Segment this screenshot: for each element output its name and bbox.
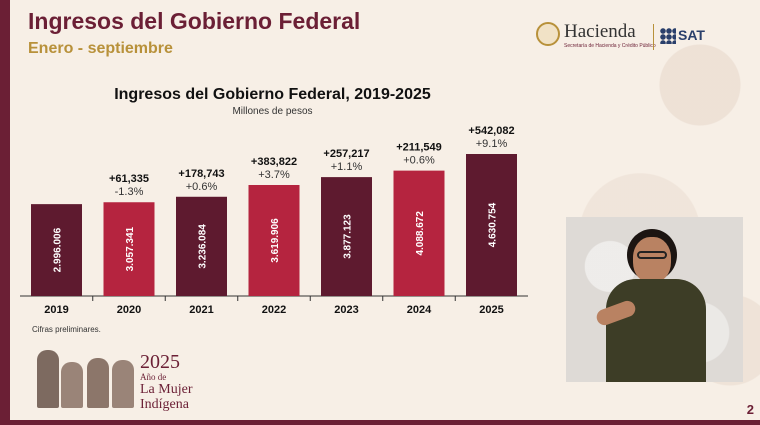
interpreter-glasses-icon bbox=[637, 251, 667, 259]
bar-value-label: 3.877.123 bbox=[343, 214, 354, 259]
interpreter-head bbox=[633, 237, 671, 283]
illustration-figure bbox=[37, 350, 59, 408]
left-accent-strip bbox=[0, 0, 10, 425]
change-absolute-label: +61,335 bbox=[109, 173, 149, 185]
change-percent-label: +0.6% bbox=[186, 181, 218, 193]
bar-value-label: 3.057.341 bbox=[125, 226, 136, 271]
change-percent-label: -1.3% bbox=[115, 186, 144, 198]
chart-subtitle: Millones de pesos bbox=[232, 106, 313, 117]
illustration-figure bbox=[87, 358, 109, 408]
logo-area: Hacienda Secretaría de Hacienda y Crédit… bbox=[536, 20, 751, 54]
change-absolute-label: +257,217 bbox=[323, 148, 369, 160]
year-badge: 2025 Año de La Mujer Indígena bbox=[140, 352, 192, 412]
year-badge-year: 2025 bbox=[140, 351, 180, 373]
bar-2021 bbox=[176, 196, 227, 296]
change-absolute-label: +383,822 bbox=[251, 156, 297, 168]
hacienda-logo-subtext: Secretaría de Hacienda y Crédito Público bbox=[564, 43, 656, 49]
change-absolute-label: +178,743 bbox=[178, 168, 224, 180]
hacienda-logo-text: Hacienda bbox=[564, 21, 636, 42]
x-tick-label: 2019 bbox=[44, 304, 68, 316]
year-badge-line2: La Mujer bbox=[140, 382, 193, 397]
bar-value-label: 2.996.006 bbox=[53, 227, 64, 272]
footnote: Cifras preliminares. bbox=[32, 325, 101, 334]
bar-chart: 2.996.006 2019 3.057.341 +61,335-1.3% 2020 3.… bbox=[20, 125, 528, 316]
bar-value-label: 4.630.754 bbox=[488, 202, 499, 247]
bar-2020 bbox=[103, 202, 155, 296]
x-tick-label: 2020 bbox=[117, 304, 141, 316]
bar-2025 bbox=[466, 154, 517, 296]
year-badge-line1: Año de bbox=[140, 372, 167, 382]
page-subtitle: Enero - septiembre bbox=[28, 40, 173, 57]
logo-divider bbox=[653, 24, 654, 50]
year-badge-line3: Indígena bbox=[140, 397, 189, 412]
x-tick-label: 2022 bbox=[262, 304, 286, 316]
bar-2024 bbox=[393, 170, 445, 296]
x-tick-label: 2024 bbox=[407, 304, 432, 316]
bar-2023 bbox=[321, 177, 372, 296]
bottom-accent-strip bbox=[0, 420, 760, 425]
x-tick-label: 2023 bbox=[334, 304, 358, 316]
change-percent-label: +0.6% bbox=[403, 155, 435, 167]
indigenous-women-illustration bbox=[37, 348, 137, 408]
sat-logo-text: SAT bbox=[678, 27, 705, 43]
change-percent-label: +1.1% bbox=[331, 161, 363, 173]
interpreter-body bbox=[606, 279, 706, 382]
x-tick-label: 2021 bbox=[189, 304, 213, 316]
bar-value-label: 3.619.906 bbox=[270, 218, 281, 263]
page-title: Ingresos del Gobierno Federal bbox=[28, 8, 361, 34]
change-percent-label: +9.1% bbox=[476, 138, 508, 150]
chart-title: Ingresos del Gobierno Federal, 2019-2025 bbox=[114, 86, 431, 103]
bar-value-label: 3.236.084 bbox=[198, 224, 209, 269]
sat-logo-icon bbox=[660, 28, 676, 44]
change-absolute-label: +542,082 bbox=[468, 125, 514, 137]
x-tick-label: 2025 bbox=[479, 304, 503, 316]
hacienda-seal-icon bbox=[536, 22, 560, 46]
bar-value-label: 4.088.672 bbox=[415, 211, 426, 256]
change-percent-label: +3.7% bbox=[258, 169, 290, 181]
bar-2022 bbox=[248, 184, 300, 296]
illustration-figure bbox=[112, 360, 134, 408]
illustration-figure bbox=[61, 362, 83, 408]
bar-2019 bbox=[31, 204, 82, 296]
page-number: 2 bbox=[746, 402, 754, 417]
sign-language-interpreter-video bbox=[566, 217, 743, 382]
change-absolute-label: +211,549 bbox=[396, 142, 442, 154]
